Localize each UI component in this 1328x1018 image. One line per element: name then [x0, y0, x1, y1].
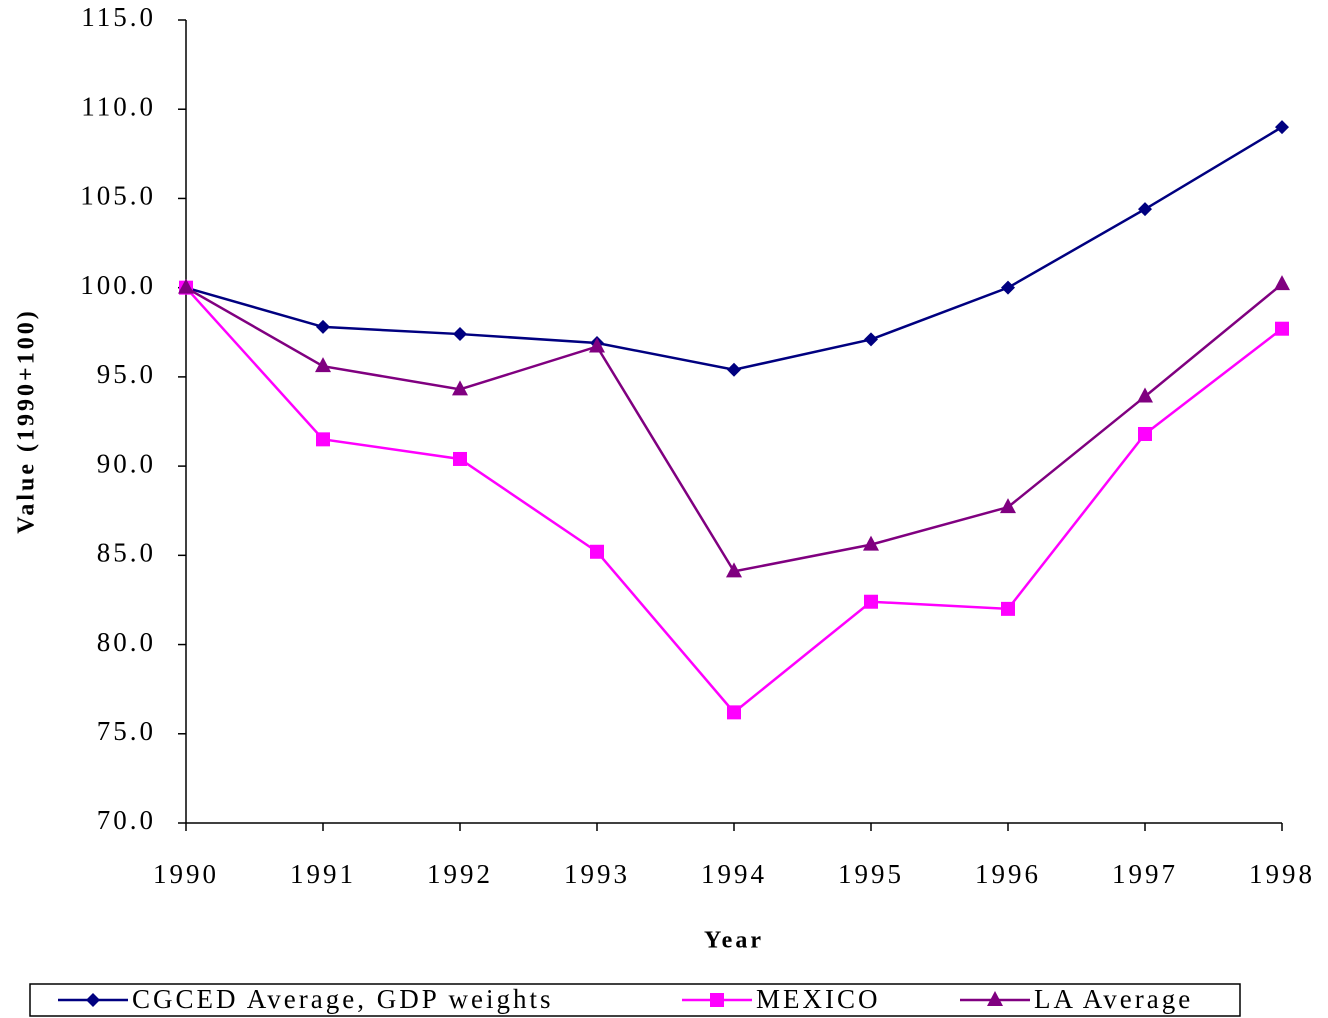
x-tick-label: 1994: [701, 859, 767, 889]
marker: [1000, 498, 1016, 514]
marker: [863, 535, 879, 551]
marker: [1138, 426, 1152, 441]
y-tick-label: 110.0: [81, 91, 156, 121]
y-tick-label: 70.0: [97, 805, 156, 835]
y-tick-label: 85.0: [97, 538, 156, 568]
x-tick-label: 1992: [427, 859, 493, 889]
marker: [590, 544, 604, 559]
marker: [178, 278, 194, 294]
y-tick-label: 80.0: [97, 627, 156, 657]
x-tick-label: 1990: [153, 859, 219, 889]
y-tick-label: 105.0: [80, 181, 156, 211]
x-tick-label: 1995: [838, 859, 904, 889]
y-tick-label: 95.0: [97, 359, 156, 389]
marker: [316, 432, 330, 447]
series-line: [185, 125, 1283, 372]
legend-marker: [710, 993, 724, 1007]
marker: [726, 562, 742, 578]
marker: [864, 594, 878, 609]
series-line: [185, 286, 1283, 715]
marker: [315, 357, 331, 373]
legend-label: LA Average: [1034, 984, 1193, 1014]
y-axis-title: Value (1990+100): [14, 308, 40, 533]
x-tick-label: 1997: [1112, 859, 1178, 889]
legend-label: MEXICO: [756, 984, 881, 1014]
x-tick-label: 1991: [290, 859, 356, 889]
x-tick-label: 1993: [564, 859, 630, 889]
marker: [1274, 275, 1290, 291]
marker: [452, 380, 468, 396]
y-tick-label: 115.0: [81, 2, 156, 32]
x-tick-label: 1996: [975, 859, 1041, 889]
marker: [1001, 601, 1015, 616]
marker: [727, 705, 741, 720]
y-tick-label: 75.0: [97, 716, 156, 746]
legend-box: [29, 983, 1241, 1017]
x-axis-title: Year: [704, 928, 764, 954]
legend-marker: [86, 993, 100, 1007]
marker: [1275, 120, 1289, 135]
legend-marker: [987, 991, 1003, 1006]
marker: [1137, 387, 1153, 403]
marker: [727, 362, 741, 377]
marker: [453, 451, 467, 466]
marker: [1275, 321, 1289, 336]
legend-label: CGCED Average, GDP weights: [132, 984, 553, 1014]
marker: [1138, 202, 1152, 217]
x-tick-label: 1998: [1249, 859, 1315, 889]
marker: [453, 327, 467, 342]
marker: [589, 337, 605, 353]
y-tick-label: 100.0: [80, 270, 156, 300]
y-tick-label: 90.0: [97, 448, 156, 478]
marker: [1001, 280, 1015, 295]
marker: [316, 319, 330, 334]
marker: [864, 332, 878, 347]
